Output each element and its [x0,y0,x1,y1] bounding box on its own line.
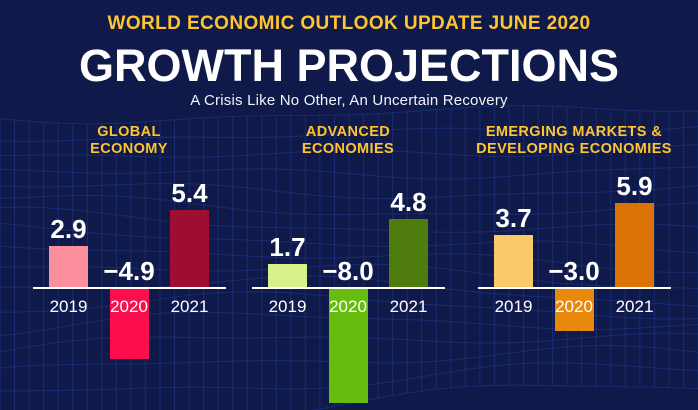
bar-emerging-markets-developing-economies-2021 [615,203,654,289]
group-title-line2: ECONOMIES [301,140,395,157]
group-title-line2: ECONOMY [90,140,168,157]
value-label-global-economy-2019: 2.9 [50,214,87,245]
group-title-global-economy: GLOBAL ECONOMY [9,124,249,157]
page-subtitle: A Crisis Like No Other, An Uncertain Rec… [190,92,508,109]
value-label-global-economy-2021: 5.4 [171,178,208,209]
group-title-line2: DEVELOPING ECONOMIES [476,140,672,157]
value-label-advanced-economies-2020: −8.0 [322,256,374,286]
bar-advanced-economies-2019 [268,263,307,289]
value-label-advanced-economies-2019: 1.7 [269,231,306,262]
year-label-emerging-markets-developing-economies-2020: 2020 [555,297,593,316]
value-label-advanced-economies-2021: 4.8 [390,186,427,217]
axis-line-emerging-markets-developing-economies [477,287,671,289]
value-label-emerging-markets-developing-economies-2020: −3.0 [548,256,600,286]
year-label-global-economy-2019: 2019 [49,297,88,316]
bar-global-economy-2021 [170,210,209,289]
bar-advanced-economies-2020 [328,288,368,404]
year-label-advanced-economies-2021: 2021 [389,297,428,316]
axis-line-advanced-economies [251,287,445,289]
year-label-advanced-economies-2020: 2020 [329,297,367,316]
report-kicker: WORLD ECONOMIC OUTLOOK UPDATE JUNE 2020 [107,13,591,34]
year-label-advanced-economies-2019: 2019 [268,297,307,316]
group-title-line1: GLOBAL [97,124,161,140]
year-label-emerging-markets-developing-economies-2019: 2019 [494,297,533,316]
group-title-advanced-economies: ADVANCED ECONOMIES [228,124,468,157]
bar-global-economy-2019 [49,246,88,289]
year-label-global-economy-2020: 2020 [110,297,148,316]
value-label-emerging-markets-developing-economies-2021: 5.9 [616,171,653,202]
group-title-line1: ADVANCED [305,124,391,140]
group-title-emerging-markets-developing-economies: EMERGING MARKETS & DEVELOPING ECONOMIES [454,124,694,157]
axis-line-global-economy [32,287,226,289]
value-label-emerging-markets-developing-economies-2019: 3.7 [495,202,532,233]
value-label-global-economy-2020: −4.9 [103,256,155,286]
bar-global-economy-2020 [109,288,149,359]
group-title-line1: EMERGING MARKETS & [485,124,663,140]
bar-emerging-markets-developing-economies-2019 [494,234,533,289]
year-label-emerging-markets-developing-economies-2021: 2021 [615,297,654,316]
bar-advanced-economies-2021 [389,218,428,288]
bar-emerging-markets-developing-economies-2020 [554,288,594,332]
page-title: GROWTH PROJECTIONS [78,40,620,91]
year-label-global-economy-2021: 2021 [170,297,209,316]
